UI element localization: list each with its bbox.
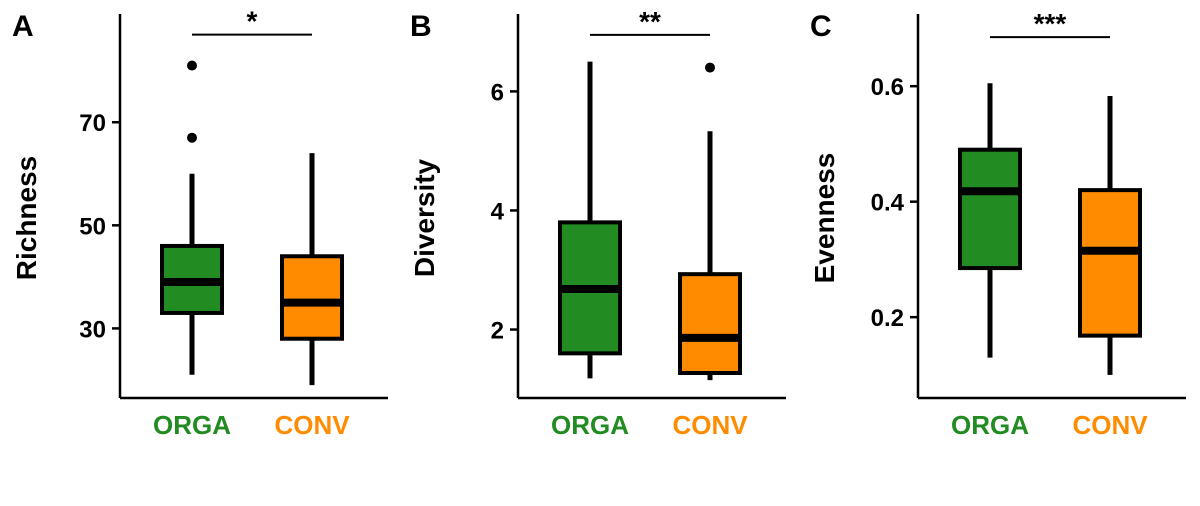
box-conv <box>1078 188 1142 338</box>
y-axis-title: Richness <box>11 156 42 281</box>
x-tick-label-conv: CONV <box>672 410 748 440</box>
box-conv <box>280 254 344 341</box>
y-axis-title: Diversity <box>409 158 440 277</box>
y-tick-label: 50 <box>79 213 106 240</box>
significance-label: *** <box>1034 8 1067 39</box>
y-tick-label: 70 <box>79 110 106 137</box>
outlier-point <box>187 60 197 71</box>
y-tick-label: 0.6 <box>871 74 904 101</box>
outlier-point <box>187 132 197 143</box>
significance-label: ** <box>639 6 661 37</box>
box-orga <box>958 147 1022 271</box>
x-tick-label-orga: ORGA <box>551 410 629 440</box>
significance-label: * <box>247 6 258 37</box>
y-tick-label: 6 <box>491 79 504 106</box>
y-tick-label: 2 <box>491 318 504 345</box>
x-tick-label-orga: ORGA <box>951 410 1029 440</box>
y-axis-title: Evenness <box>809 153 840 284</box>
outlier-point <box>705 62 715 73</box>
y-tick-label: 0.4 <box>871 190 905 217</box>
panel-label-c: C <box>810 10 832 43</box>
y-tick-label: 30 <box>79 316 106 343</box>
y-tick-label: 4 <box>491 198 505 225</box>
box-conv <box>678 272 742 375</box>
y-tick-label: 0.2 <box>871 305 904 332</box>
panel-label-b: B <box>410 10 432 43</box>
panel-label-a: A <box>12 10 34 43</box>
x-tick-label-conv: CONV <box>274 410 350 440</box>
x-tick-label-orga: ORGA <box>153 410 231 440</box>
x-tick-label-conv: CONV <box>1072 410 1148 440</box>
